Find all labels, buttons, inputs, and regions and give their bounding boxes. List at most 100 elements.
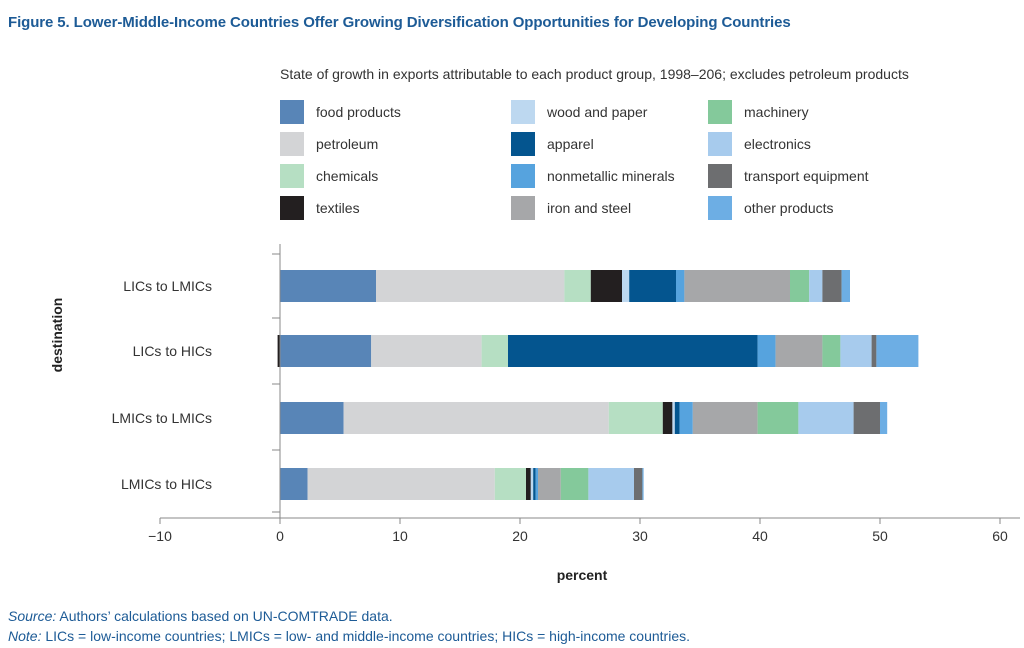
- bar-segment-food-products: [280, 468, 308, 500]
- x-tick-label: 60: [992, 528, 1008, 544]
- category-label: LICs to LMICs: [123, 278, 212, 294]
- legend-item-electronics: electronics: [708, 132, 811, 156]
- x-ticks: −10 0 10 20 30 40 50 60: [148, 253, 1008, 544]
- x-tick-label: 0: [276, 528, 284, 544]
- legend-item-textiles: textiles: [280, 196, 360, 220]
- legend-label: wood and paper: [547, 104, 648, 120]
- x-tick-label: 20: [512, 528, 528, 544]
- bar-segment-chemicals: [608, 402, 663, 434]
- legend-swatch: [280, 100, 304, 124]
- legend-item-iron-and-steel: iron and steel: [511, 196, 631, 220]
- legend-label: textiles: [316, 200, 360, 216]
- bar-segment-food-products: [280, 402, 344, 434]
- bar-segment-transport-equipment: [634, 468, 643, 500]
- bar-segment-petroleum: [343, 402, 609, 434]
- bar-segment-chemicals: [494, 468, 526, 500]
- legend-swatch: [708, 196, 732, 220]
- bar-segment-wood-and-paper: [622, 270, 630, 302]
- legend-item-machinery: machinery: [708, 100, 809, 124]
- legend-label: electronics: [744, 136, 811, 152]
- category-label: LMICs to LMICs: [112, 410, 212, 426]
- x-axis-title: percent: [557, 567, 608, 583]
- bar-segment-nonmetallic-minerals: [535, 468, 538, 500]
- bar-segment-nonmetallic-minerals: [676, 270, 685, 302]
- legend-item-nonmetallic-minerals: nonmetallic minerals: [511, 164, 675, 188]
- bar-segment-machinery: [757, 402, 799, 434]
- bar-segment-textiles: [590, 270, 622, 302]
- bar-segment-electronics: [809, 270, 823, 302]
- bar-segment-other-products: [876, 335, 919, 367]
- bar-segment-iron-and-steel: [538, 468, 561, 500]
- bar-segment-iron-and-steel: [775, 335, 823, 367]
- bar-segment-apparel: [508, 335, 758, 367]
- bar-segment-textiles: [662, 402, 673, 434]
- bar-segment-electronics: [798, 402, 854, 434]
- source-line: Source: Authors’ calculations based on U…: [8, 608, 393, 624]
- bar-segment-food-products: [280, 335, 372, 367]
- bar-segment-textiles: [277, 335, 280, 367]
- bar-segment-petroleum: [371, 335, 482, 367]
- bar-segment-wood-and-paper: [672, 402, 675, 434]
- category-label: LICs to HICs: [133, 343, 212, 359]
- bar-segment-petroleum: [307, 468, 495, 500]
- bar-segment-other-products: [841, 270, 850, 302]
- legend-item-transport-equipment: transport equipment: [708, 164, 869, 188]
- legend-label: food products: [316, 104, 401, 120]
- legend-swatch: [708, 164, 732, 188]
- legend-swatch: [280, 164, 304, 188]
- legend: food products petroleum chemicals textil…: [0, 0, 1024, 240]
- bar-segment-apparel: [533, 468, 536, 500]
- bar-segment-wood-and-paper: [530, 468, 534, 500]
- bar-segment-petroleum: [376, 270, 565, 302]
- legend-swatch: [511, 132, 535, 156]
- category-label: LMICs to HICs: [121, 476, 212, 492]
- bar-segment-textiles: [526, 468, 531, 500]
- legend-swatch: [708, 132, 732, 156]
- bar-segment-transport-equipment: [871, 335, 877, 367]
- note-label: Note:: [8, 628, 42, 644]
- legend-item-apparel: apparel: [511, 132, 594, 156]
- bar-segment-chemicals: [481, 335, 508, 367]
- chart-subtitle: State of growth in exports attributable …: [280, 66, 909, 82]
- note-line: Note: LICs = low-income countries; LMICs…: [8, 628, 690, 644]
- source-label: Source:: [8, 608, 57, 624]
- bar-segment-apparel: [674, 402, 680, 434]
- legend-swatch: [511, 100, 535, 124]
- bar-segment-machinery: [790, 270, 810, 302]
- legend-swatch: [708, 100, 732, 124]
- bar-segment-iron-and-steel: [684, 270, 790, 302]
- legend-item-chemicals: chemicals: [280, 164, 378, 188]
- legend-label: transport equipment: [744, 168, 869, 184]
- legend-label: petroleum: [316, 136, 379, 152]
- legend-label: iron and steel: [547, 200, 632, 216]
- category-labels: LICs to LMICs LICs to HICs LMICs to LMICs L…: [112, 278, 212, 492]
- bar-segment-other-products: [642, 468, 644, 500]
- legend-item-other-products: other products: [708, 196, 834, 220]
- legend-item-wood-and-paper: wood and paper: [511, 100, 647, 124]
- legend-item-food-products: food products: [280, 100, 401, 124]
- legend-label: chemicals: [316, 168, 379, 184]
- legend-swatch: [280, 196, 304, 220]
- bar-segment-food-products: [280, 270, 376, 302]
- figure-title: Figure 5. Lower-Middle-Income Countries …: [8, 14, 791, 31]
- x-tick-label: 10: [392, 528, 408, 544]
- x-tick-label: 30: [632, 528, 648, 544]
- legend-label: other products: [744, 200, 834, 216]
- bars-layer: [277, 270, 919, 500]
- x-tick-label: 40: [752, 528, 768, 544]
- legend-item-petroleum: petroleum: [280, 132, 378, 156]
- bar-segment-nonmetallic-minerals: [757, 335, 776, 367]
- legend-swatch: [280, 132, 304, 156]
- bar-segment-iron-and-steel: [692, 402, 758, 434]
- bar-segment-transport-equipment: [822, 270, 842, 302]
- legend-swatch: [511, 164, 535, 188]
- legend-label: apparel: [547, 136, 594, 152]
- bar-segment-electronics: [840, 335, 872, 367]
- source-text: Authors’ calculations based on UN-COMTRA…: [56, 608, 393, 624]
- bar-segment-machinery: [560, 468, 589, 500]
- legend-label: nonmetallic minerals: [547, 168, 675, 184]
- bar-segment-transport-equipment: [853, 402, 880, 434]
- bar-segment-other-products: [880, 402, 888, 434]
- bar-segment-nonmetallic-minerals: [679, 402, 693, 434]
